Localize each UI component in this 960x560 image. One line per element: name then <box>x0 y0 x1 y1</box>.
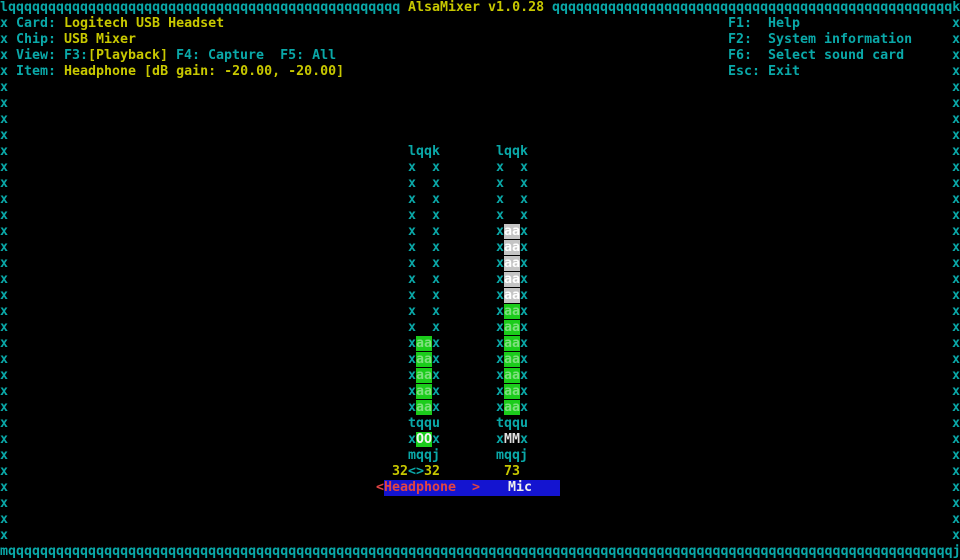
bar-side-glyph: x <box>408 432 417 447</box>
bar-mid-border-mic: tqqu <box>496 416 529 431</box>
view-other-modes: F4: Capture F5: All <box>176 48 337 63</box>
item-value: Headphone [dB gain: -20.00, -20.00] <box>64 64 345 79</box>
volume-bar-cell-mic[interactable]: x x <box>496 208 529 223</box>
volume-bar-cell-mic[interactable]: xaax <box>496 352 529 367</box>
volume-bar-cell-mic[interactable]: xaax <box>496 272 529 287</box>
left-border: x x x x x x x x x x x x x x x x x x x x … <box>0 16 9 543</box>
bar-side-glyph: x <box>432 432 441 447</box>
volume-bar-cell-mic[interactable]: xaax <box>496 320 529 335</box>
volume-bar-cell-mic[interactable]: xaax <box>496 304 529 319</box>
view-label: View: <box>16 48 57 63</box>
bar-mid-border-headphone: tqqu <box>408 416 441 431</box>
volume-bar-cell-mic[interactable]: xaax <box>496 288 529 303</box>
bar-side-glyph: x <box>520 432 529 447</box>
chip-label: Chip: <box>16 32 57 47</box>
volume-bar-cell-mic[interactable]: x x <box>496 192 529 207</box>
volume-bar-cell-headphone[interactable]: x x <box>408 272 441 287</box>
help-key-f6: F6: <box>728 48 753 63</box>
channel-separator: <> <box>408 464 425 479</box>
volume-bar-cell-headphone[interactable]: x x <box>408 176 441 191</box>
volume-bar-cell-mic[interactable]: xaax <box>496 384 529 399</box>
bar-top-border-headphone: lqqk <box>408 144 441 159</box>
volume-bar-cell-headphone[interactable]: xaax <box>408 352 441 367</box>
volume-bar-cell-mic[interactable]: x x <box>496 160 529 175</box>
muted-mark: MM <box>504 432 521 447</box>
bar-top-border-mic: lqqk <box>496 144 529 159</box>
volume-bar-cell-mic[interactable]: xaax <box>496 256 529 271</box>
item-label: Item: <box>16 64 57 79</box>
volume-value-mic: 73 <box>504 464 521 479</box>
volume-bar-cell-headphone[interactable]: xaax <box>408 400 441 415</box>
selected-right-arrow-icon: > <box>471 480 480 495</box>
right-border: x x x x x x x x x x x x x x x x x x x x … <box>952 16 960 543</box>
card-label: Card: <box>16 16 57 31</box>
help-key-esc: Esc: <box>728 64 761 79</box>
volume-value-headphone: 32<>32 <box>392 464 441 479</box>
mute-indicator-mic[interactable]: xMMx <box>496 432 528 448</box>
bar-bottom-border-headphone: mqqj <box>408 448 441 463</box>
volume-bar-cell-headphone[interactable]: x x <box>408 256 441 271</box>
volume-bar-cell-headphone[interactable]: x x <box>408 192 441 207</box>
volume-bar-cell-headphone[interactable]: x x <box>408 224 441 239</box>
view-active-playback: [Playback] <box>88 48 169 63</box>
control-name: Headphone <box>384 480 457 495</box>
help-label-f2: System information <box>768 32 913 47</box>
app-title: AlsaMixer v1.0.28 <box>408 0 545 15</box>
bar-side-glyph: x <box>496 432 505 447</box>
volume-bar-cell-headphone[interactable]: x x <box>408 320 441 335</box>
volume-bar-cell-mic[interactable]: x x <box>496 176 529 191</box>
volume-bar-cell-mic[interactable]: xaax <box>496 224 529 239</box>
help-label-f6: Select sound card <box>768 48 905 63</box>
volume-bar-cell-mic[interactable]: xaax <box>496 368 529 383</box>
card-value: Logitech USB Headset <box>64 16 225 31</box>
volume-bar-cell-headphone[interactable]: x x <box>408 304 441 319</box>
volume-bar-cell-mic[interactable]: xaax <box>496 240 529 255</box>
control-label-headphone[interactable]: Headphone > <box>384 480 480 496</box>
volume-bar-cell-mic[interactable]: xaax <box>496 336 529 351</box>
volume-bar-cell-headphone[interactable]: xaax <box>408 368 441 383</box>
help-label-esc: Exit <box>768 64 801 79</box>
volume-bar-cell-headphone[interactable]: x x <box>408 160 441 175</box>
view-key-f3: F3: <box>64 48 89 63</box>
help-key-f1: F1: <box>728 16 753 31</box>
help-label-f1: Help <box>768 16 801 31</box>
mute-indicator-headphone[interactable]: xOOx <box>408 432 440 448</box>
volume-bar-cell-mic[interactable]: xaax <box>496 400 529 415</box>
volume-bar-cell-headphone[interactable]: xaax <box>408 384 441 399</box>
help-key-f2: F2: <box>728 32 753 47</box>
selected-left-arrow-icon: < <box>376 480 385 495</box>
top-border-right: qqqqqqqqqqqqqqqqqqqqqqqqqqqqqqqqqqqqqqqq… <box>552 0 960 15</box>
volume-bar-cell-headphone[interactable]: x x <box>408 208 441 223</box>
control-label-mic[interactable]: Mic <box>480 480 560 496</box>
top-border-left: lqqqqqqqqqqqqqqqqqqqqqqqqqqqqqqqqqqqqqqq… <box>0 0 401 15</box>
bottom-border: mqqqqqqqqqqqqqqqqqqqqqqqqqqqqqqqqqqqqqqq… <box>0 544 960 559</box>
volume-bar-cell-headphone[interactable]: xaax <box>408 336 441 351</box>
bar-bottom-border-mic: mqqj <box>496 448 529 463</box>
volume-bar-cell-headphone[interactable]: x x <box>408 240 441 255</box>
volume-bar-cell-headphone[interactable]: x x <box>408 288 441 303</box>
chip-value: USB Mixer <box>64 32 137 47</box>
unmuted-mark: OO <box>416 432 433 447</box>
